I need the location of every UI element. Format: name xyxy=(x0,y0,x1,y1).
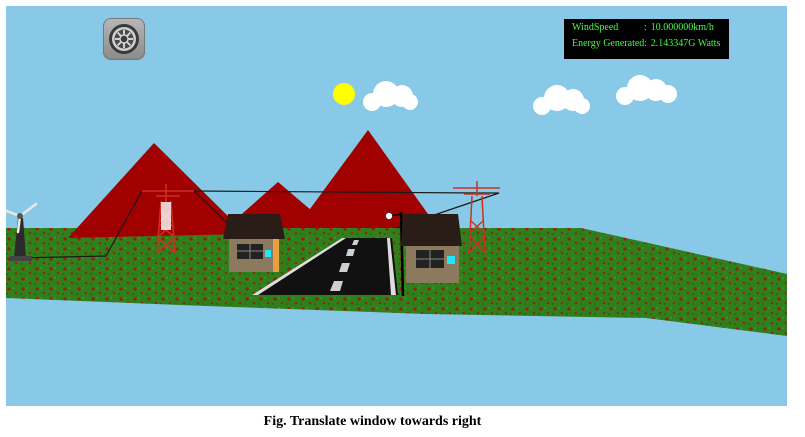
road-edge-right xyxy=(387,238,396,295)
gear-icon xyxy=(109,24,139,54)
mountain-right xyxy=(296,130,438,228)
hud-energy-separator: : xyxy=(644,38,647,49)
road-center-dashes xyxy=(330,240,359,291)
cloud-1 xyxy=(363,81,418,111)
hud-wind-value: 10.000000km/h xyxy=(650,22,714,33)
scene-viewport[interactable]: WindSpeed : 10.000000km/h Energy Generat… xyxy=(6,6,787,406)
street-lamp xyxy=(385,211,405,297)
road xyxy=(252,238,398,295)
cloud-2 xyxy=(533,85,590,115)
hud-energy-label: Energy Generated xyxy=(572,38,645,49)
figure-caption: Fig. Translate window towards right xyxy=(263,414,482,429)
hud-wind-separator: : xyxy=(644,22,647,33)
hud-wind-label: WindSpeed xyxy=(572,22,619,33)
hud-energy-value: 2.143347G Watts xyxy=(650,38,721,49)
road-edge-left xyxy=(252,238,346,295)
hud-energy-row: Energy Generated : 2.143347G Watts xyxy=(572,36,729,52)
hud-panel: WindSpeed : 10.000000km/h Energy Generat… xyxy=(564,19,729,59)
insulator-stack xyxy=(161,202,171,230)
wind-turbine xyxy=(6,202,38,261)
sun xyxy=(333,83,355,105)
house-right xyxy=(401,214,462,283)
scene-canvas xyxy=(6,75,787,336)
hud-wind-row: WindSpeed : 10.000000km/h xyxy=(572,20,729,36)
house-left xyxy=(223,214,285,272)
power-tower-right xyxy=(453,181,500,255)
settings-button[interactable] xyxy=(103,18,145,60)
cloud-3 xyxy=(616,75,677,105)
